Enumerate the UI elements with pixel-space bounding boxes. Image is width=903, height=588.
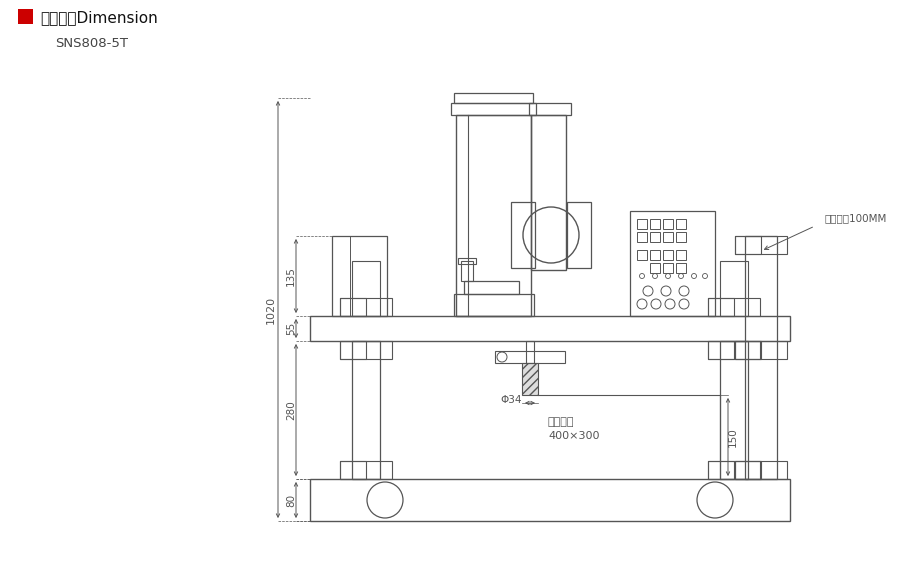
Text: SNS808-5T: SNS808-5T bbox=[55, 36, 128, 49]
Bar bbox=[675, 219, 685, 229]
Bar bbox=[649, 232, 659, 242]
Bar bbox=[707, 461, 733, 479]
Text: 立柱可调100MM: 立柱可调100MM bbox=[824, 213, 886, 223]
Text: 400×300: 400×300 bbox=[547, 431, 599, 441]
Bar bbox=[340, 341, 366, 359]
Bar bbox=[495, 351, 564, 363]
Bar bbox=[566, 202, 591, 268]
Bar bbox=[719, 341, 747, 479]
Bar bbox=[734, 461, 787, 479]
Bar bbox=[340, 298, 366, 316]
Text: 55: 55 bbox=[285, 322, 295, 335]
Bar bbox=[331, 236, 386, 316]
Bar bbox=[734, 236, 760, 254]
Bar bbox=[662, 263, 672, 273]
Bar bbox=[675, 250, 685, 260]
Bar bbox=[662, 232, 672, 242]
Text: 80: 80 bbox=[285, 493, 295, 507]
Text: 135: 135 bbox=[285, 266, 295, 286]
Bar bbox=[340, 341, 392, 359]
Text: Φ34: Φ34 bbox=[499, 395, 521, 405]
Bar bbox=[530, 115, 565, 270]
Bar bbox=[734, 236, 787, 254]
Bar bbox=[637, 250, 647, 260]
Text: 工作台面: 工作台面 bbox=[547, 417, 574, 427]
Text: 150: 150 bbox=[727, 427, 737, 447]
Bar bbox=[662, 219, 672, 229]
Text: 外型尺寸Dimension: 外型尺寸Dimension bbox=[40, 11, 158, 25]
Bar bbox=[463, 281, 518, 294]
Bar bbox=[649, 263, 659, 273]
Bar bbox=[707, 461, 759, 479]
Bar bbox=[340, 298, 392, 316]
Bar bbox=[340, 461, 366, 479]
Text: 1020: 1020 bbox=[265, 295, 275, 323]
Bar bbox=[707, 341, 759, 359]
Bar bbox=[662, 250, 672, 260]
Bar bbox=[461, 261, 472, 281]
Bar bbox=[453, 294, 534, 316]
Bar bbox=[458, 258, 476, 264]
Bar bbox=[707, 298, 759, 316]
Bar bbox=[510, 202, 535, 268]
Bar bbox=[310, 479, 789, 521]
Bar bbox=[675, 263, 685, 273]
Text: 280: 280 bbox=[285, 400, 295, 420]
Bar bbox=[637, 232, 647, 242]
Bar bbox=[451, 103, 535, 115]
Bar bbox=[453, 93, 533, 103]
Bar bbox=[340, 461, 392, 479]
Bar bbox=[637, 219, 647, 229]
Bar bbox=[734, 461, 760, 479]
Bar bbox=[18, 9, 33, 24]
Bar bbox=[521, 363, 537, 395]
Bar bbox=[351, 341, 379, 479]
Bar bbox=[734, 341, 760, 359]
Bar bbox=[707, 341, 733, 359]
Bar bbox=[707, 298, 733, 316]
Bar bbox=[744, 236, 777, 479]
Bar bbox=[526, 341, 534, 363]
Bar bbox=[310, 316, 789, 341]
Bar bbox=[649, 250, 659, 260]
Bar bbox=[528, 103, 571, 115]
Bar bbox=[719, 261, 747, 316]
Bar bbox=[629, 211, 714, 316]
Bar bbox=[649, 219, 659, 229]
Bar bbox=[675, 232, 685, 242]
Bar bbox=[351, 261, 379, 316]
Bar bbox=[455, 115, 530, 316]
Bar bbox=[734, 341, 787, 359]
